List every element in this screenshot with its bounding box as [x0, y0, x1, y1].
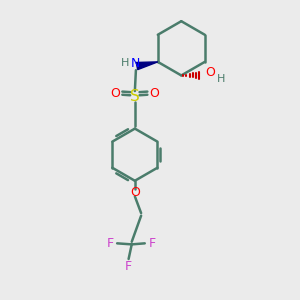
Text: H: H: [121, 58, 130, 68]
Text: H: H: [217, 74, 226, 84]
Text: F: F: [125, 260, 132, 273]
Text: S: S: [130, 89, 140, 104]
Text: O: O: [111, 87, 121, 100]
Text: N: N: [131, 57, 141, 70]
Text: O: O: [205, 66, 215, 79]
Text: F: F: [106, 237, 113, 250]
Text: O: O: [149, 87, 159, 100]
Text: F: F: [148, 237, 156, 250]
Text: O: O: [130, 186, 140, 199]
Polygon shape: [136, 62, 158, 70]
